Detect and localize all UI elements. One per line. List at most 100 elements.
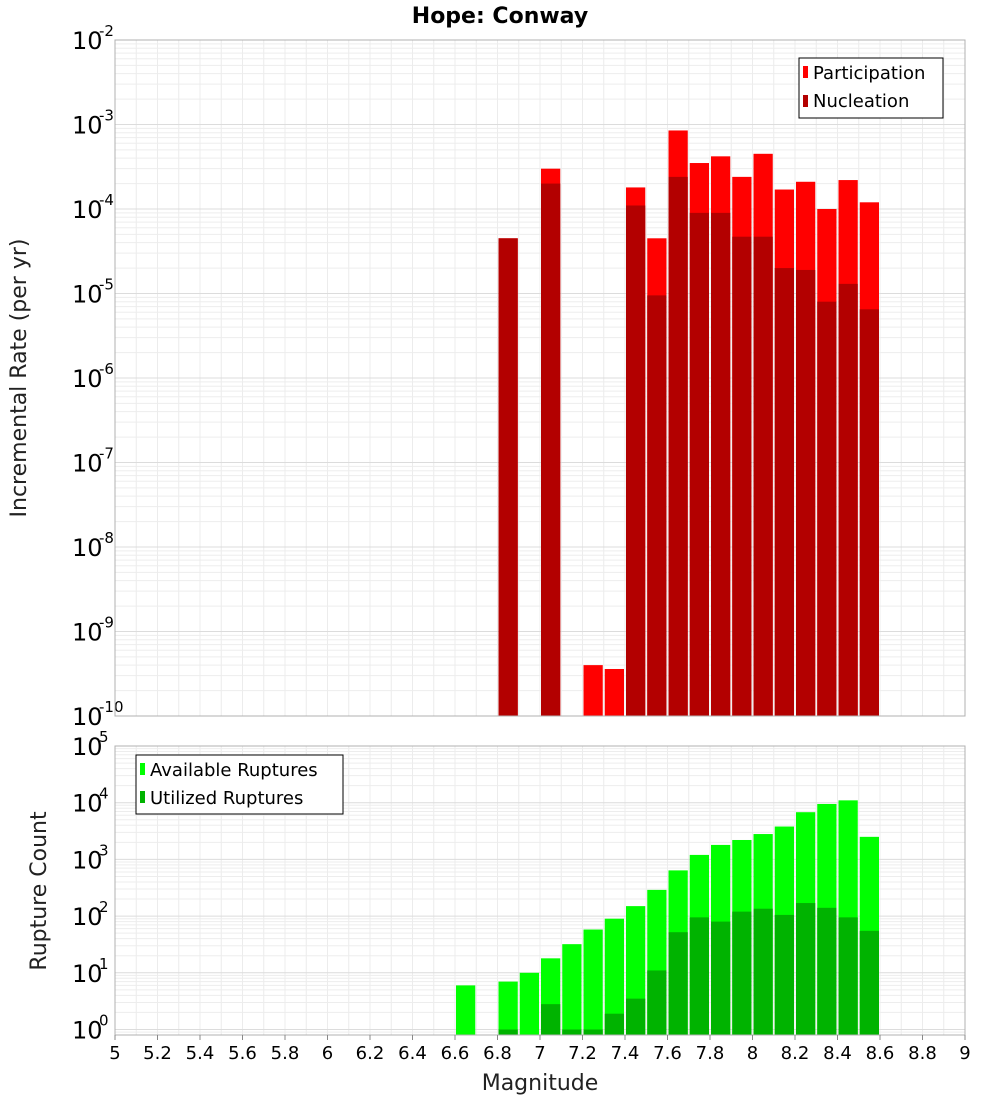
rate-bar-nucleation	[753, 236, 773, 716]
rate-y-tick-exponent: -6	[99, 360, 114, 378]
rate-y-tick-exponent: -8	[99, 529, 114, 547]
x-tick-label: 7	[534, 1043, 545, 1064]
rate-y-axis-label: Incremental Rate (per yr)	[7, 239, 32, 518]
rupture-bar-utilized-ruptures	[498, 1029, 518, 1035]
rate-bars	[498, 130, 879, 717]
rate-grid	[114, 40, 966, 717]
rupture-y-tick-exponent: 1	[99, 955, 109, 973]
rate-plot-border	[114, 39, 966, 717]
x-tick-label: 8.2	[781, 1043, 810, 1064]
x-tick-label: 7.2	[568, 1043, 597, 1064]
rupture-bar-utilized-ruptures	[583, 1029, 603, 1035]
utilized-swatch	[140, 791, 145, 803]
rate-bar-nucleation	[859, 309, 879, 716]
available-swatch	[140, 763, 145, 775]
rate-bar-nucleation	[732, 236, 752, 716]
rupture-bar-available-ruptures	[583, 929, 603, 1035]
rate-bar-nucleation	[647, 295, 667, 716]
rate-y-tick-exponent: -9	[99, 614, 114, 632]
rate-y-tick-label: 10	[72, 534, 103, 562]
chart-title: Hope: Conway	[412, 4, 588, 29]
x-axis-ticks: 5 5.2 5.4 5.6 5.8 6 6.2 6.4 6.6 6.8 7 7.2 7.4 7.6 7.8 8…	[109, 1035, 971, 1064]
rate-bar-nucleation	[689, 212, 709, 716]
x-tick-label: 5.2	[143, 1043, 172, 1064]
rate-y-tick-label: 10	[72, 196, 103, 224]
x-tick-label: 6	[322, 1043, 333, 1064]
rate-y-tick-exponent: -2	[99, 22, 114, 40]
x-tick-label: 5	[109, 1043, 120, 1064]
rupture-y-tick-exponent: 0	[99, 1012, 109, 1030]
rate-bar-nucleation	[498, 238, 518, 717]
rate-y-tick-exponent: -7	[99, 445, 114, 463]
x-tick-label: 7.4	[611, 1043, 640, 1064]
rate-bar-participation	[583, 665, 603, 716]
rate-y-tick-label: 10	[72, 365, 103, 393]
rupture-y-tick-label: 10	[72, 1017, 103, 1045]
legend-nucleation: Nucleation	[813, 91, 909, 112]
x-tick-label: 5.4	[186, 1043, 215, 1064]
rupture-bar-utilized-ruptures	[711, 921, 731, 1035]
rupture-bar-utilized-ruptures	[817, 907, 837, 1035]
nucleation-swatch	[803, 95, 808, 107]
rate-legend-box	[798, 57, 944, 119]
rate-y-tick-label: 10	[72, 281, 103, 309]
rupture-bar-available-ruptures	[562, 944, 582, 1035]
rate-bar-nucleation	[817, 301, 837, 716]
rupture-y-axis-label: Rupture Count	[27, 811, 52, 971]
rate-y-tick-label: 10	[72, 619, 103, 647]
x-axis-label: Magnitude	[482, 1071, 599, 1096]
rupture-bar-utilized-ruptures	[604, 1013, 624, 1035]
legend-utilized: Utilized Ruptures	[150, 788, 303, 809]
rupture-y-tick-label: 10	[72, 846, 103, 874]
legend-available: Available Ruptures	[150, 760, 318, 781]
rate-bar-nucleation	[774, 268, 794, 716]
rupture-bar-utilized-ruptures	[796, 903, 816, 1035]
x-tick-label: 7.6	[653, 1043, 682, 1064]
participation-swatch	[803, 66, 808, 78]
rupture-bar-utilized-ruptures	[647, 970, 667, 1035]
rupture-bar-utilized-ruptures	[732, 911, 752, 1035]
rate-y-tick-label: 10	[72, 27, 103, 55]
rupture-bar-utilized-ruptures	[562, 1029, 582, 1035]
rupture-bars	[456, 800, 879, 1035]
rupture-legend: Available Ruptures Utilized Ruptures	[135, 754, 344, 815]
rupture-bar-utilized-ruptures	[626, 998, 646, 1035]
x-tick-label: 9	[959, 1043, 970, 1064]
rate-y-tick-exponent: -10	[99, 698, 124, 716]
rate-y-tick-label: 10	[72, 112, 103, 140]
rate-bar-nucleation	[711, 212, 731, 716]
x-tick-label: 8	[747, 1043, 758, 1064]
rate-bar-nucleation	[626, 205, 646, 716]
x-tick-label: 8.6	[866, 1043, 895, 1064]
x-tick-label: 8.8	[908, 1043, 937, 1064]
rate-bar-participation	[604, 668, 624, 716]
rupture-y-tick-label: 10	[72, 903, 103, 931]
rate-bar-nucleation	[796, 269, 816, 716]
rate-y-tick-exponent: -3	[99, 107, 114, 125]
rate-bar-nucleation	[541, 183, 561, 716]
rupture-y-tick-label: 10	[72, 790, 103, 818]
rupture-y-tick-label: 10	[72, 733, 103, 761]
rate-y-tick-label: 10	[72, 450, 103, 478]
rate-bar-nucleation	[838, 283, 858, 716]
x-tick-label: 8.4	[823, 1043, 852, 1064]
x-tick-label: 5.8	[271, 1043, 300, 1064]
x-tick-label: 6.6	[441, 1043, 470, 1064]
rate-legend: Participation Nucleation	[798, 57, 944, 119]
rupture-bar-utilized-ruptures	[753, 908, 773, 1035]
legend-participation: Participation	[813, 63, 925, 84]
x-tick-label: 6.4	[398, 1043, 427, 1064]
rupture-y-tick-exponent: 2	[99, 898, 109, 916]
rupture-bar-utilized-ruptures	[859, 930, 879, 1035]
x-tick-label: 7.8	[696, 1043, 725, 1064]
rupture-y-tick-label: 10	[72, 960, 103, 988]
rupture-bar-available-ruptures	[604, 918, 624, 1035]
rupture-bar-utilized-ruptures	[774, 914, 794, 1035]
rupture-y-tick-exponent: 5	[99, 728, 109, 746]
rupture-bar-utilized-ruptures	[541, 1004, 561, 1035]
rupture-y-tick-exponent: 3	[99, 841, 109, 859]
